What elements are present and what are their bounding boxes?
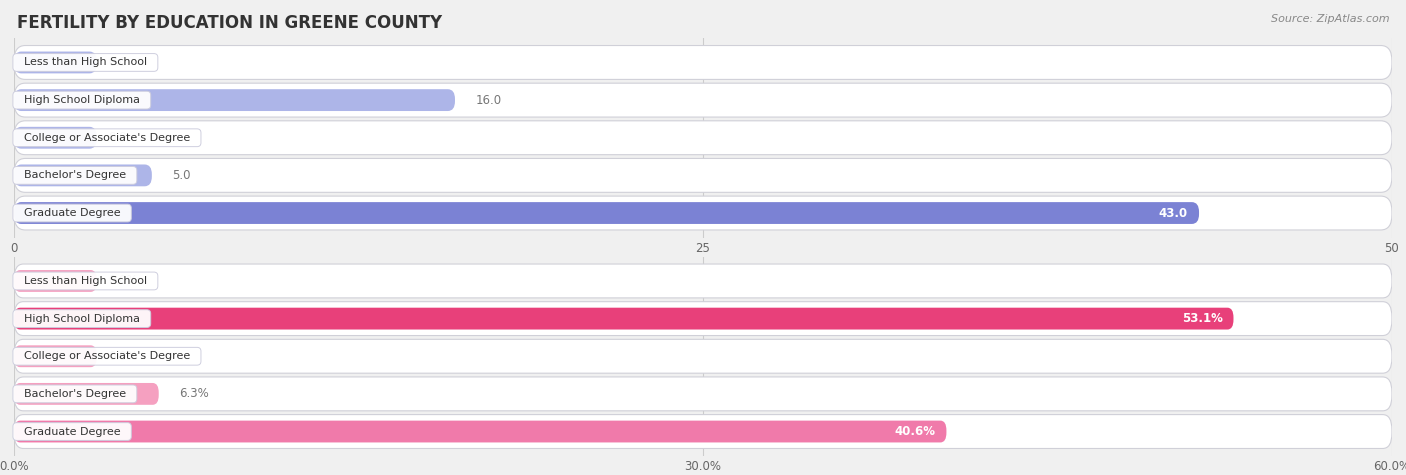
Text: 0.0: 0.0	[108, 131, 127, 144]
Text: 0.0%: 0.0%	[108, 350, 138, 363]
Text: Source: ZipAtlas.com: Source: ZipAtlas.com	[1271, 14, 1389, 24]
Text: College or Associate's Degree: College or Associate's Degree	[17, 351, 197, 361]
FancyBboxPatch shape	[14, 159, 1392, 192]
FancyBboxPatch shape	[14, 196, 1392, 230]
Text: FERTILITY BY EDUCATION IN GREENE COUNTY: FERTILITY BY EDUCATION IN GREENE COUNTY	[17, 14, 441, 32]
Text: 5.0: 5.0	[173, 169, 191, 182]
FancyBboxPatch shape	[14, 421, 946, 442]
Text: College or Associate's Degree: College or Associate's Degree	[17, 133, 197, 143]
FancyBboxPatch shape	[14, 308, 1233, 330]
FancyBboxPatch shape	[14, 383, 159, 405]
FancyBboxPatch shape	[14, 345, 97, 367]
Text: Bachelor's Degree: Bachelor's Degree	[17, 389, 134, 399]
Text: 6.3%: 6.3%	[180, 388, 209, 400]
FancyBboxPatch shape	[14, 339, 1392, 373]
Text: 16.0: 16.0	[475, 94, 502, 106]
FancyBboxPatch shape	[14, 89, 456, 111]
FancyBboxPatch shape	[14, 415, 1392, 448]
FancyBboxPatch shape	[14, 202, 1199, 224]
FancyBboxPatch shape	[14, 127, 97, 149]
Text: 40.6%: 40.6%	[894, 425, 935, 438]
Text: Graduate Degree: Graduate Degree	[17, 427, 128, 437]
Text: High School Diploma: High School Diploma	[17, 95, 146, 105]
Text: 53.1%: 53.1%	[1181, 312, 1222, 325]
FancyBboxPatch shape	[14, 264, 1392, 298]
Text: Graduate Degree: Graduate Degree	[17, 208, 128, 218]
FancyBboxPatch shape	[14, 270, 97, 292]
FancyBboxPatch shape	[14, 302, 1392, 335]
Text: Bachelor's Degree: Bachelor's Degree	[17, 171, 134, 180]
FancyBboxPatch shape	[14, 83, 1392, 117]
FancyBboxPatch shape	[14, 164, 152, 186]
FancyBboxPatch shape	[14, 46, 1392, 79]
Text: 0.0: 0.0	[108, 56, 127, 69]
Text: Less than High School: Less than High School	[17, 57, 153, 67]
FancyBboxPatch shape	[14, 121, 1392, 155]
FancyBboxPatch shape	[14, 377, 1392, 411]
Text: High School Diploma: High School Diploma	[17, 314, 146, 323]
Text: Less than High School: Less than High School	[17, 276, 153, 286]
Text: 0.0%: 0.0%	[108, 275, 138, 287]
Text: 43.0: 43.0	[1159, 207, 1188, 219]
FancyBboxPatch shape	[14, 52, 97, 73]
